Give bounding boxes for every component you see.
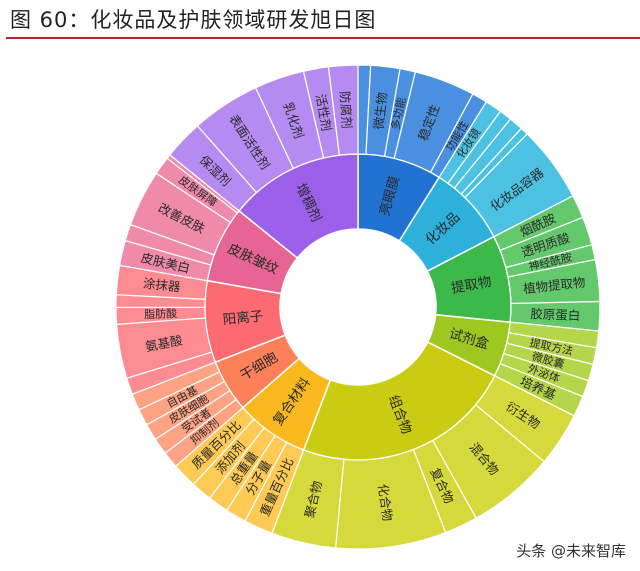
inner-segment-label: 阳离子 <box>222 307 264 328</box>
outer-segment-label: 植物提取物 <box>522 274 586 296</box>
outer-segment-label: 胶原蛋白 <box>530 306 581 323</box>
inner-segment-label: 提取物 <box>450 274 493 297</box>
title-divider <box>6 37 640 39</box>
outer-segment-label: 脂肪酸 <box>144 306 177 321</box>
outer-segment-label: 氨基酸 <box>144 332 184 354</box>
outer-segment-label: 化合物 <box>375 483 395 522</box>
outer-segment-label: 活性剂 <box>313 93 334 133</box>
sunburst-outer-segment[interactable] <box>327 64 359 156</box>
watermark: 头条 @未来智库 <box>516 542 626 560</box>
outer-segment-label: 微生物 <box>371 91 390 130</box>
figure-title: 图 60：化妆品及护肤领域研发旭日图 <box>10 8 377 32</box>
outer-segment-label: 防腐剂 <box>337 91 354 129</box>
outer-segment-label: 涂抹器 <box>142 275 181 294</box>
